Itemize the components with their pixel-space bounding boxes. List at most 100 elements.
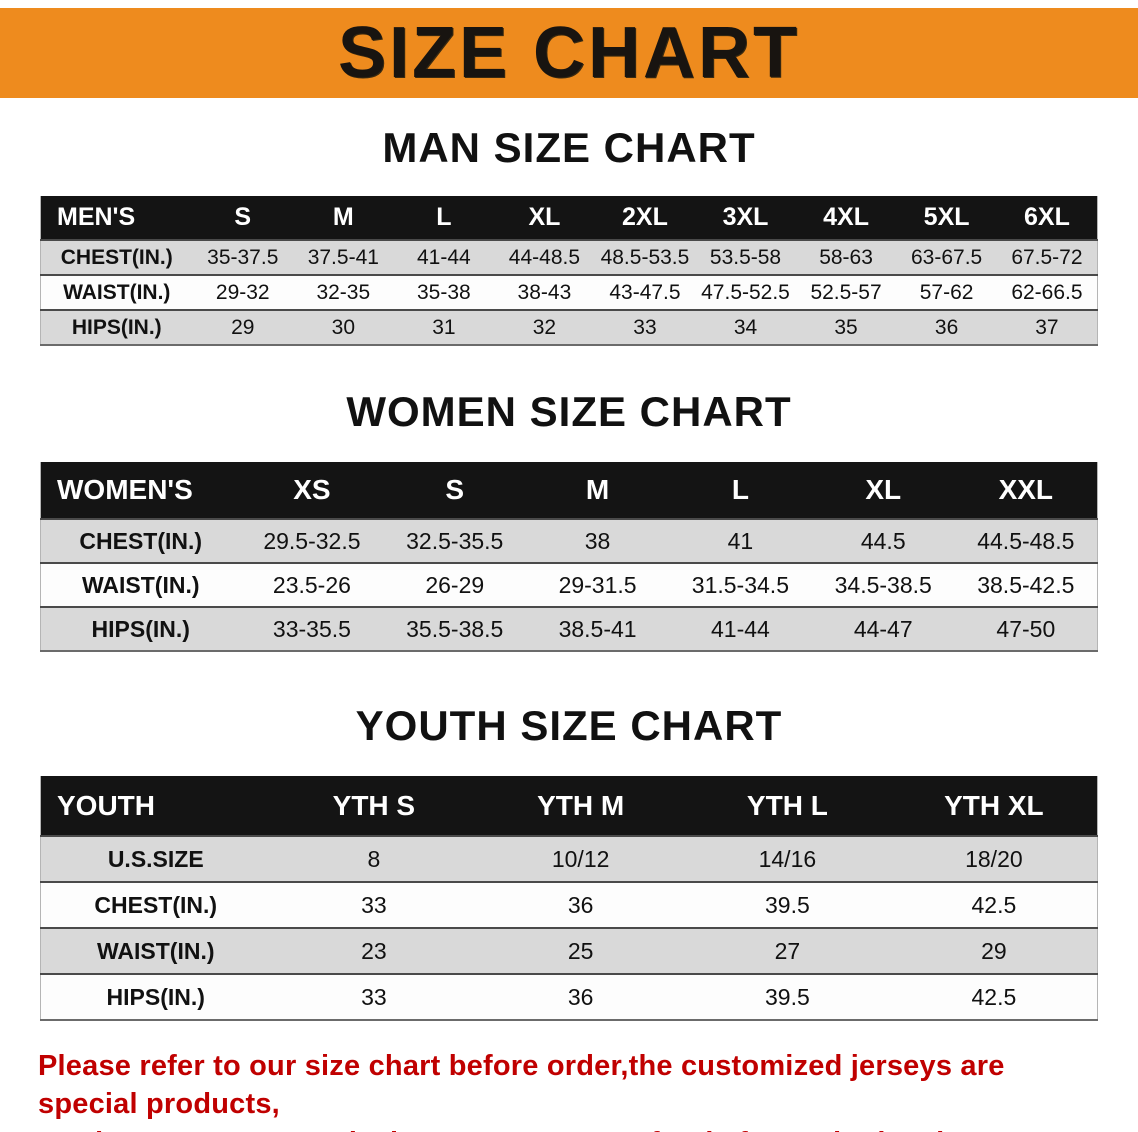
measurement-value-cell: 34 xyxy=(695,309,796,345)
measurement-value-cell: 33 xyxy=(270,881,478,928)
table-header-row: WOMEN'S XS S M L XL XXL xyxy=(40,462,1098,519)
size-header-cell: 5XL xyxy=(896,196,997,240)
row-label-cell: HIPS(IN.) xyxy=(40,606,241,651)
measurement-value-cell: 63-67.5 xyxy=(896,239,997,275)
measurement-value-cell: 37.5-41 xyxy=(293,239,394,275)
measurement-value-cell: 38 xyxy=(526,518,669,563)
size-header-cell: YTH XL xyxy=(890,776,1098,836)
measurement-value-cell: 29 xyxy=(890,927,1098,974)
youth-size-table: YOUTH YTH S YTH M YTH L YTH XL U.S.SIZE 8 10/12… xyxy=(40,776,1098,1021)
measurement-value-cell: 39.5 xyxy=(684,881,891,928)
table-header-row: YOUTH YTH S YTH M YTH L YTH XL xyxy=(40,776,1098,836)
measurement-value-cell: 44-47 xyxy=(811,606,955,651)
measurement-value-cell: 39.5 xyxy=(684,973,891,1020)
measurement-value-cell: 33-35.5 xyxy=(240,606,384,651)
measurement-value-cell: 41 xyxy=(668,518,812,563)
disclaimer-line-2: we don't accept cancel, change, teturn o… xyxy=(38,1124,1100,1132)
size-header-cell: YTH S xyxy=(270,776,478,836)
table-row: WAIST(IN.) 23 25 27 29 xyxy=(40,927,1098,974)
measurement-value-cell: 33 xyxy=(594,309,696,345)
measurement-value-cell: 48.5-53.5 xyxy=(594,239,696,275)
women-size-table: WOMEN'S XS S M L XL XXL CHEST(IN.) 29.5-32.5 32.5… xyxy=(40,462,1098,652)
size-header-cell: XL xyxy=(494,196,595,240)
row-label-cell: HIPS(IN.) xyxy=(40,973,271,1020)
youth-section-heading: YOUTH SIZE CHART xyxy=(355,702,783,749)
measurement-value-cell: 35 xyxy=(795,309,897,345)
men-size-table: MEN'S S M L XL 2XL 3XL 4XL 5XL 6XL CHEST(IN.) 35-37… xyxy=(40,196,1098,346)
size-header-cell: 6XL xyxy=(996,196,1098,240)
women-section-heading: WOMEN SIZE CHART xyxy=(346,388,792,435)
measurement-value-cell: 23.5-26 xyxy=(240,562,384,607)
size-header-cell: XL xyxy=(811,462,955,519)
measurement-value-cell: 36 xyxy=(477,881,684,928)
measurement-value-cell: 52.5-57 xyxy=(795,274,897,310)
table-row: HIPS(IN.) 33-35.5 35.5-38.5 38.5-41 41-44 44-… xyxy=(40,606,1098,651)
size-header-cell: 2XL xyxy=(594,196,696,240)
measurement-value-cell: 23 xyxy=(270,927,478,974)
measurement-value-cell: 29.5-32.5 xyxy=(240,518,384,563)
measurement-value-cell: 14/16 xyxy=(684,835,891,882)
table-row: CHEST(IN.) 33 36 39.5 42.5 xyxy=(40,881,1098,928)
size-header-cell: M xyxy=(526,462,669,519)
measurement-value-cell: 44-48.5 xyxy=(494,239,595,275)
table-title-cell: YOUTH xyxy=(40,776,271,836)
size-header-cell: S xyxy=(383,462,527,519)
measurement-value-cell: 30 xyxy=(293,309,394,345)
table-row: HIPS(IN.) 33 36 39.5 42.5 xyxy=(40,973,1098,1020)
measurement-value-cell: 26-29 xyxy=(383,562,527,607)
measurement-value-cell: 41-44 xyxy=(668,606,812,651)
measurement-value-cell: 31 xyxy=(393,309,495,345)
measurement-value-cell: 32-35 xyxy=(293,274,394,310)
disclaimer-line-1: Please refer to our size chart before or… xyxy=(38,1050,1005,1121)
measurement-value-cell: 32 xyxy=(494,309,595,345)
row-label-cell: HIPS(IN.) xyxy=(40,309,193,345)
table-row: WAIST(IN.) 23.5-26 26-29 29-31.5 31.5-34.5 34… xyxy=(40,562,1098,607)
row-label-cell: WAIST(IN.) xyxy=(40,274,193,310)
size-header-cell: XXL xyxy=(954,462,1098,519)
row-label-cell: WAIST(IN.) xyxy=(40,927,271,974)
measurement-value-cell: 25 xyxy=(477,927,684,974)
size-header-cell: XS xyxy=(240,462,384,519)
size-header-cell: L xyxy=(393,196,495,240)
row-label-cell: U.S.SIZE xyxy=(40,835,271,882)
page-title: SIZE CHART xyxy=(338,13,800,93)
size-chart-banner: SIZE CHART xyxy=(0,8,1138,98)
measurement-value-cell: 29 xyxy=(192,309,294,345)
measurement-value-cell: 36 xyxy=(477,973,684,1020)
size-header-cell: L xyxy=(668,462,812,519)
measurement-value-cell: 27 xyxy=(684,927,891,974)
table-title-cell: MEN'S xyxy=(40,196,193,240)
table-row: WAIST(IN.) 29-32 32-35 35-38 38-43 43-47.5 47.… xyxy=(40,274,1098,310)
order-disclaimer: Please refer to our size chart before or… xyxy=(38,1047,1100,1132)
table-header-row: MEN'S S M L XL 2XL 3XL 4XL 5XL 6XL xyxy=(40,196,1098,240)
size-header-cell: YTH M xyxy=(477,776,684,836)
measurement-value-cell: 34.5-38.5 xyxy=(811,562,955,607)
table-title-cell: WOMEN'S xyxy=(40,462,241,519)
measurement-value-cell: 47.5-52.5 xyxy=(695,274,796,310)
measurement-value-cell: 62-66.5 xyxy=(996,274,1098,310)
measurement-value-cell: 18/20 xyxy=(890,835,1098,882)
table-row: U.S.SIZE 8 10/12 14/16 18/20 xyxy=(40,835,1098,882)
measurement-value-cell: 32.5-35.5 xyxy=(383,518,527,563)
measurement-value-cell: 38.5-41 xyxy=(526,606,669,651)
table-row: CHEST(IN.) 29.5-32.5 32.5-35.5 38 41 44.5 44.5… xyxy=(40,518,1098,563)
measurement-value-cell: 35-38 xyxy=(393,274,495,310)
measurement-value-cell: 67.5-72 xyxy=(996,239,1098,275)
measurement-value-cell: 31.5-34.5 xyxy=(668,562,812,607)
measurement-value-cell: 42.5 xyxy=(890,881,1098,928)
measurement-value-cell: 35.5-38.5 xyxy=(383,606,527,651)
size-header-cell: S xyxy=(192,196,294,240)
measurement-value-cell: 33 xyxy=(270,973,478,1020)
table-row: CHEST(IN.) 35-37.5 37.5-41 41-44 44-48.5 48.5… xyxy=(40,239,1098,275)
women-size-section: WOMEN SIZE CHART WOMEN'S XS S M L XL XXL CHEST(… xyxy=(0,388,1138,652)
measurement-value-cell: 35-37.5 xyxy=(192,239,294,275)
measurement-value-cell: 44.5 xyxy=(811,518,955,563)
measurement-value-cell: 58-63 xyxy=(795,239,897,275)
measurement-value-cell: 42.5 xyxy=(890,973,1098,1020)
row-label-cell: CHEST(IN.) xyxy=(40,881,271,928)
size-header-cell: YTH L xyxy=(684,776,891,836)
measurement-value-cell: 43-47.5 xyxy=(594,274,696,310)
measurement-value-cell: 29-32 xyxy=(192,274,294,310)
measurement-value-cell: 8 xyxy=(270,835,478,882)
measurement-value-cell: 44.5-48.5 xyxy=(954,518,1098,563)
